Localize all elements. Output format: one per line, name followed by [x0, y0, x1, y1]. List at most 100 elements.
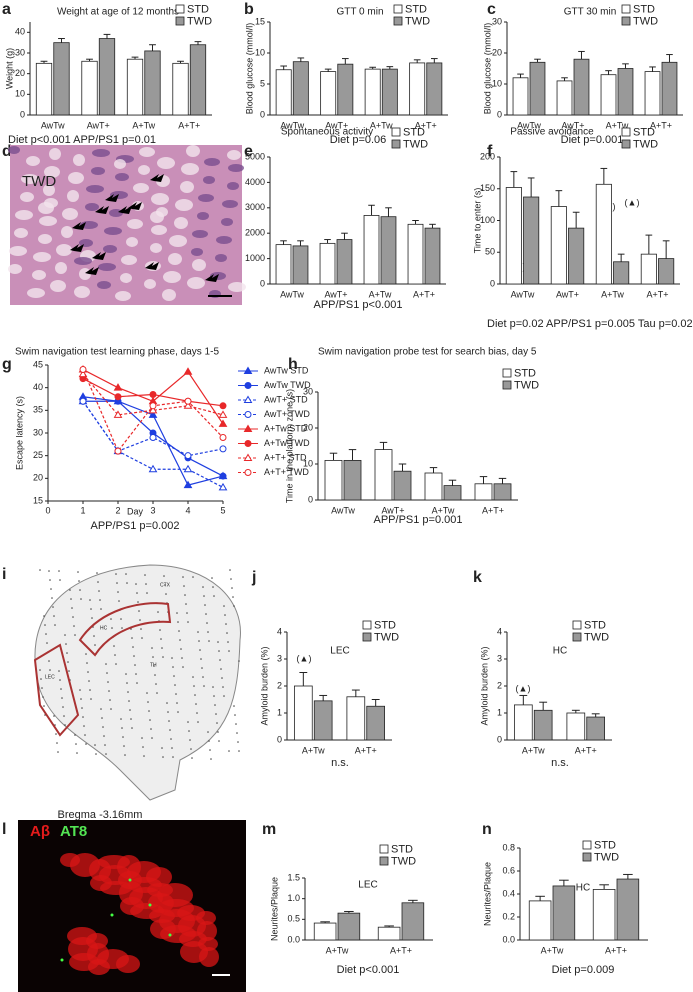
- plaque: [116, 955, 140, 973]
- cell: [187, 277, 205, 289]
- stain: [193, 685, 195, 687]
- cell: [216, 236, 232, 244]
- bar: [644, 71, 661, 116]
- y-tick-label: 4: [277, 626, 282, 636]
- bar: [313, 922, 337, 941]
- stain: [62, 706, 64, 708]
- y-tick-label: 2000: [245, 228, 265, 238]
- stain: [90, 608, 92, 610]
- stain: [149, 719, 151, 721]
- cell: [181, 163, 199, 175]
- stain: [57, 751, 59, 753]
- x-tick-label: AwT+: [561, 120, 584, 130]
- bar: [53, 42, 70, 116]
- bar: [381, 68, 398, 116]
- series-line: [82, 400, 224, 457]
- cell: [228, 164, 244, 172]
- stain: [210, 758, 212, 760]
- legend-marker: [243, 453, 253, 461]
- image-label: AT8: [60, 823, 87, 840]
- stain: [182, 576, 184, 578]
- stain: [95, 753, 97, 755]
- bar: [364, 68, 381, 116]
- cell: [221, 218, 233, 226]
- legend-swatch: [621, 127, 631, 137]
- stain: [217, 641, 219, 643]
- stain: [234, 714, 236, 716]
- y-tick-label: 25: [33, 450, 43, 460]
- y-tick-label: 30: [303, 386, 313, 396]
- stain: [74, 634, 76, 636]
- stain: [75, 743, 77, 745]
- bar: [35, 62, 53, 116]
- bar: [566, 712, 586, 741]
- legend-label: TWD: [514, 379, 539, 391]
- stain: [182, 666, 184, 668]
- arrow: [205, 274, 219, 282]
- stain: [162, 756, 164, 758]
- bar: [324, 459, 343, 501]
- cell: [56, 244, 72, 256]
- stain: [72, 616, 74, 618]
- legend-label: TWD: [584, 631, 609, 643]
- stain: [218, 740, 220, 742]
- bar: [600, 74, 617, 116]
- stain: [146, 592, 148, 594]
- stain: [140, 628, 142, 630]
- stain: [56, 742, 58, 744]
- stain: [211, 577, 213, 579]
- marker: [183, 480, 193, 489]
- stain: [221, 677, 223, 679]
- legend-label: A+Tw TWD: [264, 438, 310, 448]
- stain: [128, 700, 130, 702]
- bar: [640, 253, 657, 285]
- y-tick-label: 20: [33, 473, 43, 483]
- stain: [79, 589, 81, 591]
- stain: [48, 570, 50, 572]
- y-tick-label: 0: [497, 734, 502, 744]
- stain: [166, 702, 168, 704]
- stain: [200, 658, 202, 660]
- legend-marker: [244, 411, 252, 418]
- y-tick-label: 10: [255, 47, 265, 57]
- stain: [114, 654, 116, 656]
- stain: [120, 718, 122, 720]
- stain: [126, 582, 128, 584]
- marker: [148, 410, 158, 418]
- stain: [171, 747, 173, 749]
- y-tick-label: 0.2: [502, 911, 515, 921]
- stain: [177, 711, 179, 713]
- chart-title: Swim navigation probe test for search bi…: [318, 347, 537, 358]
- chart-title: HC: [576, 883, 590, 894]
- marker: [184, 397, 192, 405]
- stain: [209, 749, 211, 751]
- y-axis-label: Neurites/Plaque: [269, 877, 279, 941]
- stain: [143, 755, 145, 757]
- cell: [103, 245, 117, 253]
- bar: [98, 38, 116, 116]
- stain: [74, 734, 76, 736]
- cell: [150, 243, 162, 253]
- y-tick-label: 20: [15, 68, 25, 78]
- chart-title: GTT 30 min: [564, 7, 617, 18]
- stain: [82, 716, 84, 718]
- y-axis-label: Neurites/Plaque: [482, 862, 492, 926]
- legend-marker: [244, 469, 252, 476]
- stain: [135, 673, 137, 675]
- stain: [199, 649, 201, 651]
- plaque: [146, 867, 172, 887]
- cell: [92, 149, 110, 157]
- stain: [167, 711, 169, 713]
- bar: [409, 62, 426, 116]
- region-hc: [78, 602, 172, 657]
- image-label: TWD: [22, 173, 56, 190]
- stain: [115, 573, 117, 575]
- marker: [219, 445, 227, 453]
- legend-label: AwTw STD: [264, 365, 309, 375]
- bar: [556, 80, 573, 116]
- stain: [153, 665, 155, 667]
- stat-note: APP/PS1 p=0.001: [374, 514, 463, 526]
- cell: [126, 237, 138, 247]
- marker: [114, 393, 122, 401]
- legend-label: STD: [405, 3, 427, 15]
